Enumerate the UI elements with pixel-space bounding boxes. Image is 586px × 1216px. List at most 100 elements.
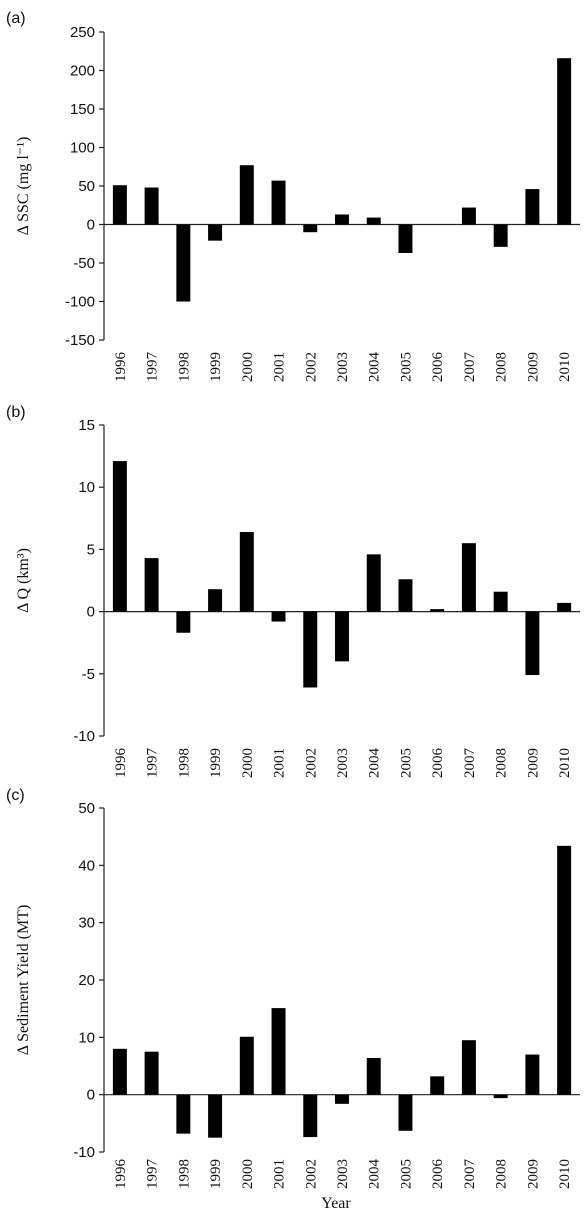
y-tick-label: -10 — [73, 728, 95, 745]
bar-2008 — [493, 1094, 508, 1099]
chart-panel-2: (b) -10 -5 0 5 10 15 1996 1997 1998 1999 2000 2001 20… — [6, 404, 580, 778]
x-tick-label: 2005 — [398, 1159, 414, 1189]
bar-2007 — [461, 1040, 476, 1095]
y-tick-label: 50 — [78, 800, 95, 817]
bar-2004 — [366, 217, 381, 225]
bar-2002 — [303, 611, 318, 688]
bar-1999 — [208, 1094, 223, 1138]
x-tick-label: 2009 — [525, 748, 541, 778]
x-tick-label: 2000 — [240, 1159, 256, 1189]
x-tick-label: 2000 — [240, 748, 256, 778]
chart-panel-1: (a) -150 -100 -50 0 50 100 150 200 250 1996 1997 199… — [6, 10, 580, 382]
bar-1996 — [112, 185, 127, 225]
bar-2004 — [366, 1057, 381, 1095]
x-tick-label: 2005 — [398, 748, 414, 778]
bar-2010 — [557, 845, 572, 1095]
x-tick-label: 2009 — [525, 352, 541, 382]
x-tick-label: 2010 — [557, 748, 573, 778]
x-tick-label: 2008 — [494, 748, 510, 778]
y-tick-label: 0 — [87, 1087, 95, 1104]
x-tick-label: 2009 — [525, 1159, 541, 1189]
y-axis-label: Δ SSC (mg l⁻¹) — [15, 137, 32, 236]
bar-2009 — [525, 611, 540, 676]
bar-2010 — [557, 602, 572, 612]
bar-2003 — [335, 1094, 349, 1104]
x-tick-label: 2006 — [430, 748, 446, 779]
x-tick-label: 2007 — [462, 748, 478, 779]
x-tick-label: 2004 — [367, 352, 383, 383]
y-tick-label: -100 — [65, 294, 95, 311]
bar-2000 — [239, 165, 254, 225]
x-tick-label: 1998 — [176, 352, 192, 382]
y-tick-label: 150 — [70, 101, 95, 118]
x-tick-label: 1998 — [176, 748, 192, 778]
y-axis-label: Δ Q (km³) — [15, 548, 32, 613]
bar-1998 — [176, 224, 191, 302]
y-tick-label: 10 — [78, 479, 95, 496]
x-tick-label: 2010 — [557, 352, 573, 382]
bar-2001 — [271, 1008, 286, 1095]
bar-2005 — [398, 1094, 413, 1131]
bar-2007 — [461, 543, 476, 612]
bar-2003 — [335, 611, 349, 662]
x-tick-label: 2001 — [272, 352, 288, 382]
x-tick-label: 2002 — [303, 748, 319, 778]
y-tick-label: 250 — [70, 24, 95, 41]
bar-1998 — [176, 611, 191, 633]
bar-2006 — [430, 609, 445, 612]
y-tick-label: -150 — [65, 332, 95, 349]
x-tick-label: 2007 — [462, 1159, 478, 1190]
x-tick-label: 2006 — [430, 1159, 446, 1190]
bar-2008 — [493, 224, 508, 247]
x-tick-label: 1997 — [145, 748, 161, 779]
y-tick-label: 30 — [78, 915, 95, 932]
bar-2005 — [398, 579, 413, 612]
bar-2007 — [461, 207, 476, 225]
bar-2009 — [525, 1054, 540, 1095]
y-tick-label: 200 — [70, 63, 95, 80]
x-tick-label: 1998 — [176, 1159, 192, 1189]
bar-1997 — [144, 1051, 159, 1095]
y-tick-label: 10 — [78, 1029, 95, 1046]
x-tick-label: 2005 — [398, 352, 414, 382]
bar-2002 — [303, 1094, 318, 1138]
panel-label: (a) — [6, 10, 26, 27]
bar-2009 — [525, 189, 540, 225]
x-tick-label: 2001 — [272, 1159, 288, 1189]
y-axis-label: Δ Sediment Yield (MT) — [15, 905, 32, 1056]
y-tick-label: -10 — [73, 1144, 95, 1161]
bar-1998 — [176, 1094, 191, 1134]
y-tick-label: 0 — [87, 217, 95, 234]
x-axis-label: Year — [321, 1195, 351, 1212]
x-tick-label: 1996 — [113, 1159, 129, 1190]
x-tick-label: 2004 — [367, 748, 383, 779]
x-tick-label: 1997 — [145, 1159, 161, 1190]
bar-2000 — [239, 1036, 254, 1095]
bar-2008 — [493, 591, 508, 612]
x-tick-label: 2003 — [335, 748, 351, 778]
bar-2002 — [303, 224, 318, 233]
y-tick-label: 15 — [78, 417, 95, 434]
x-tick-label: 2002 — [303, 352, 319, 382]
bar-2010 — [557, 58, 572, 225]
y-tick-label: -5 — [82, 666, 95, 683]
x-tick-label: 1996 — [113, 352, 129, 383]
y-tick-label: 50 — [78, 178, 95, 195]
x-tick-label: 2010 — [557, 1159, 573, 1189]
bar-2001 — [271, 180, 286, 225]
x-tick-label: 1997 — [145, 352, 161, 383]
x-tick-label: 2001 — [272, 748, 288, 778]
bar-2004 — [366, 554, 381, 612]
panel-label: (b) — [6, 404, 26, 421]
bar-2000 — [239, 531, 254, 612]
bar-1997 — [144, 187, 159, 225]
x-tick-label: 1999 — [208, 1159, 224, 1189]
bar-2003 — [335, 214, 349, 225]
y-tick-label: 100 — [70, 140, 95, 157]
x-tick-label: 2000 — [240, 352, 256, 382]
bar-1996 — [112, 1048, 127, 1095]
bar-2005 — [398, 224, 413, 253]
x-tick-label: 1996 — [113, 748, 129, 779]
x-tick-label: 2003 — [335, 1159, 351, 1189]
x-tick-label: 2008 — [494, 1159, 510, 1189]
